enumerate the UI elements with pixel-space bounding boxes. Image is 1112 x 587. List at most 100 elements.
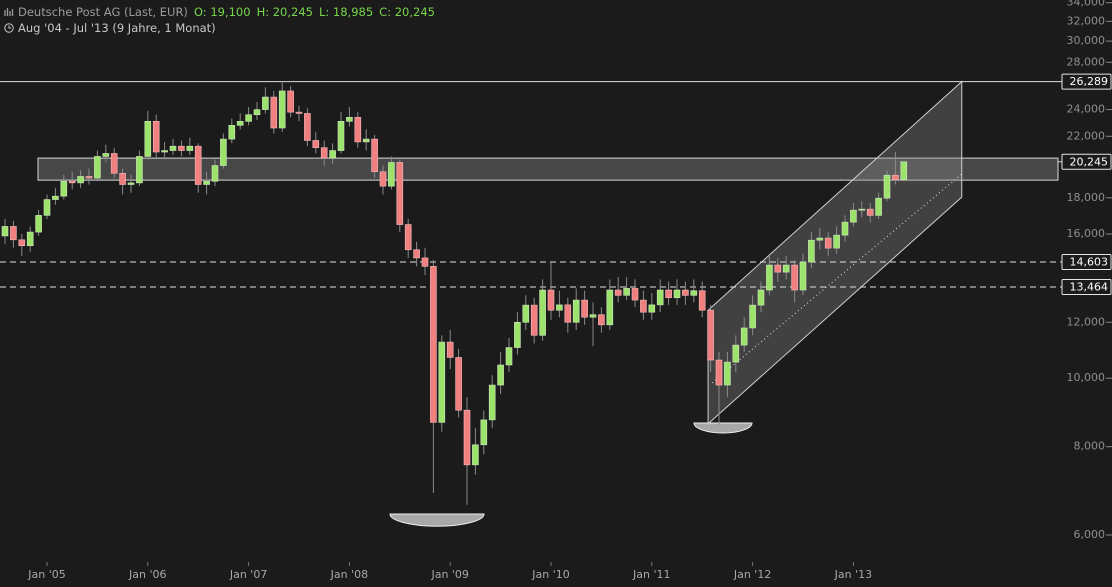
candle-body: [724, 361, 731, 386]
low-marker: [389, 513, 485, 527]
y-tick-label: 30,000: [1067, 34, 1106, 47]
candle-body: [539, 289, 546, 336]
candle-body: [581, 299, 588, 318]
candle-body: [455, 357, 462, 411]
candle-body: [278, 90, 286, 129]
candle-body: [530, 304, 538, 336]
candle-body: [287, 90, 294, 113]
x-tick-label: Jan '07: [229, 568, 267, 581]
candle-body: [766, 264, 773, 291]
y-tick-label: 6,000: [1074, 528, 1106, 541]
chart-icon: [4, 8, 14, 16]
candle-body: [77, 176, 84, 184]
price-label-box: [1061, 278, 1112, 295]
candle-body: [740, 327, 748, 346]
candle-body: [732, 344, 740, 363]
candle-body: [715, 359, 723, 386]
candle-body: [480, 419, 488, 446]
candle-body: [35, 215, 42, 233]
candle-body: [522, 304, 530, 323]
candle-body: [10, 226, 17, 241]
candle-body: [186, 145, 194, 151]
y-tick-label: 16,000: [1067, 227, 1106, 240]
candle-body: [808, 239, 815, 263]
y-tick-label: 10,000: [1067, 371, 1106, 384]
candle-body: [236, 121, 244, 126]
candle-body: [816, 237, 824, 241]
candle-body: [94, 156, 101, 179]
candle-body: [648, 304, 656, 313]
y-tick-label: 22,000: [1067, 129, 1106, 142]
x-tick-label: Jan '12: [733, 568, 771, 581]
candle-body: [824, 237, 832, 249]
candle-body: [194, 145, 202, 185]
clock-icon: [4, 23, 14, 33]
candle-body: [337, 121, 345, 151]
price-zone: [37, 157, 1059, 181]
candle-body: [388, 162, 395, 187]
candle-body: [514, 321, 521, 348]
price-label: 20,245: [1070, 155, 1109, 168]
candle-body: [1, 226, 9, 237]
candle-body: [791, 264, 798, 291]
candle-body: [312, 140, 320, 148]
high-label: H: 20,245: [256, 5, 313, 19]
x-tick-label: Jan '11: [632, 568, 670, 581]
candle-body: [270, 96, 278, 129]
candle-body: [623, 288, 630, 296]
candle-body: [119, 172, 126, 185]
price-label-box: [1061, 153, 1112, 170]
candle-body: [371, 138, 378, 173]
x-tick-label: Jan '10: [531, 568, 569, 581]
candle-body: [413, 249, 420, 259]
candle-body: [320, 147, 328, 159]
trend-channel: [707, 80, 963, 425]
price-label: 13,464: [1070, 280, 1109, 293]
candle-body: [446, 341, 454, 358]
candle-body: [866, 208, 874, 216]
candle-body: [673, 289, 681, 299]
candle-body: [656, 289, 664, 306]
candle-body: [262, 96, 269, 110]
price-label-box: [1061, 73, 1112, 90]
y-tick-label: 28,000: [1067, 55, 1106, 68]
candle-body: [43, 199, 51, 216]
candle-body: [665, 289, 672, 299]
candle-body: [144, 121, 152, 157]
candle-body: [178, 145, 185, 151]
price-label-box: [1061, 254, 1112, 271]
price-label: 26,289: [1070, 75, 1109, 88]
y-tick-label: 12,000: [1067, 315, 1106, 328]
title: Deutsche Post AG (Last, EUR): [18, 5, 188, 19]
candle-body: [220, 138, 227, 166]
candle-body: [707, 309, 714, 361]
candle-body: [421, 257, 429, 267]
candle-body: [362, 138, 370, 143]
candle-body: [85, 176, 93, 179]
low-label: L: 18,985: [318, 5, 374, 19]
candle-body: [463, 409, 471, 466]
candle-body: [52, 195, 59, 200]
candle-body: [228, 125, 236, 140]
candle-body: [564, 304, 572, 323]
candle-body: [245, 114, 252, 122]
candle-body: [497, 364, 504, 386]
candle-body: [127, 182, 135, 185]
x-tick-label: Jan '13: [834, 568, 872, 581]
x-tick-label: Jan '09: [430, 568, 468, 581]
candle-body: [589, 314, 597, 318]
candle-body: [572, 299, 580, 323]
candle-body: [68, 180, 76, 184]
candle-body: [211, 165, 219, 182]
candle-body: [472, 444, 479, 466]
y-tick-label: 8,000: [1074, 440, 1106, 453]
price-label: 14,603: [1070, 256, 1109, 269]
candle-body: [169, 145, 177, 151]
candle-body: [682, 289, 689, 296]
candle-body: [110, 153, 118, 174]
candle-body: [136, 156, 143, 184]
candle-body: [749, 304, 756, 329]
candle-body: [900, 161, 908, 180]
